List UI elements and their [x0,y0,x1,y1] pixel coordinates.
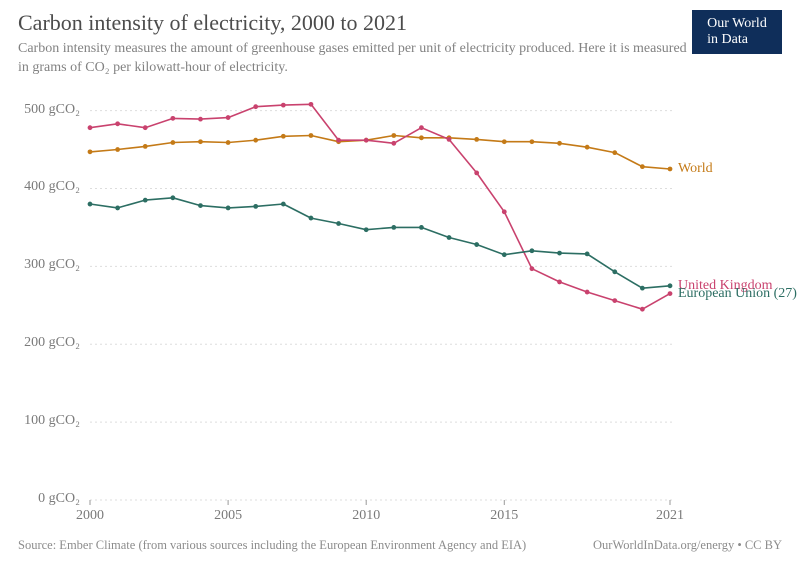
x-tick-label: 2015 [490,508,518,524]
series-label-european-union-27-: European Union (27) [678,286,797,302]
x-tick-label: 2021 [656,508,684,524]
y-tick-label: 500 gCO₂ [0,102,80,118]
attribution-note: OurWorldInData.org/energy • CC BY [593,538,782,553]
y-tick-label: 0 gCO₂ [0,491,80,507]
y-tick-label: 400 gCO₂ [0,179,80,195]
x-tick-label: 2005 [214,508,242,524]
series-label-world: World [678,161,713,177]
source-note: Source: Ember Climate (from various sour… [18,538,526,553]
y-tick-label: 100 gCO₂ [0,413,80,429]
y-tick-label: 200 gCO₂ [0,335,80,351]
y-tick-label: 300 gCO₂ [0,257,80,273]
x-tick-label: 2000 [76,508,104,524]
x-tick-label: 2010 [352,508,380,524]
chart-frame: Our Worldin Data Carbon intensity of ele… [0,0,800,565]
